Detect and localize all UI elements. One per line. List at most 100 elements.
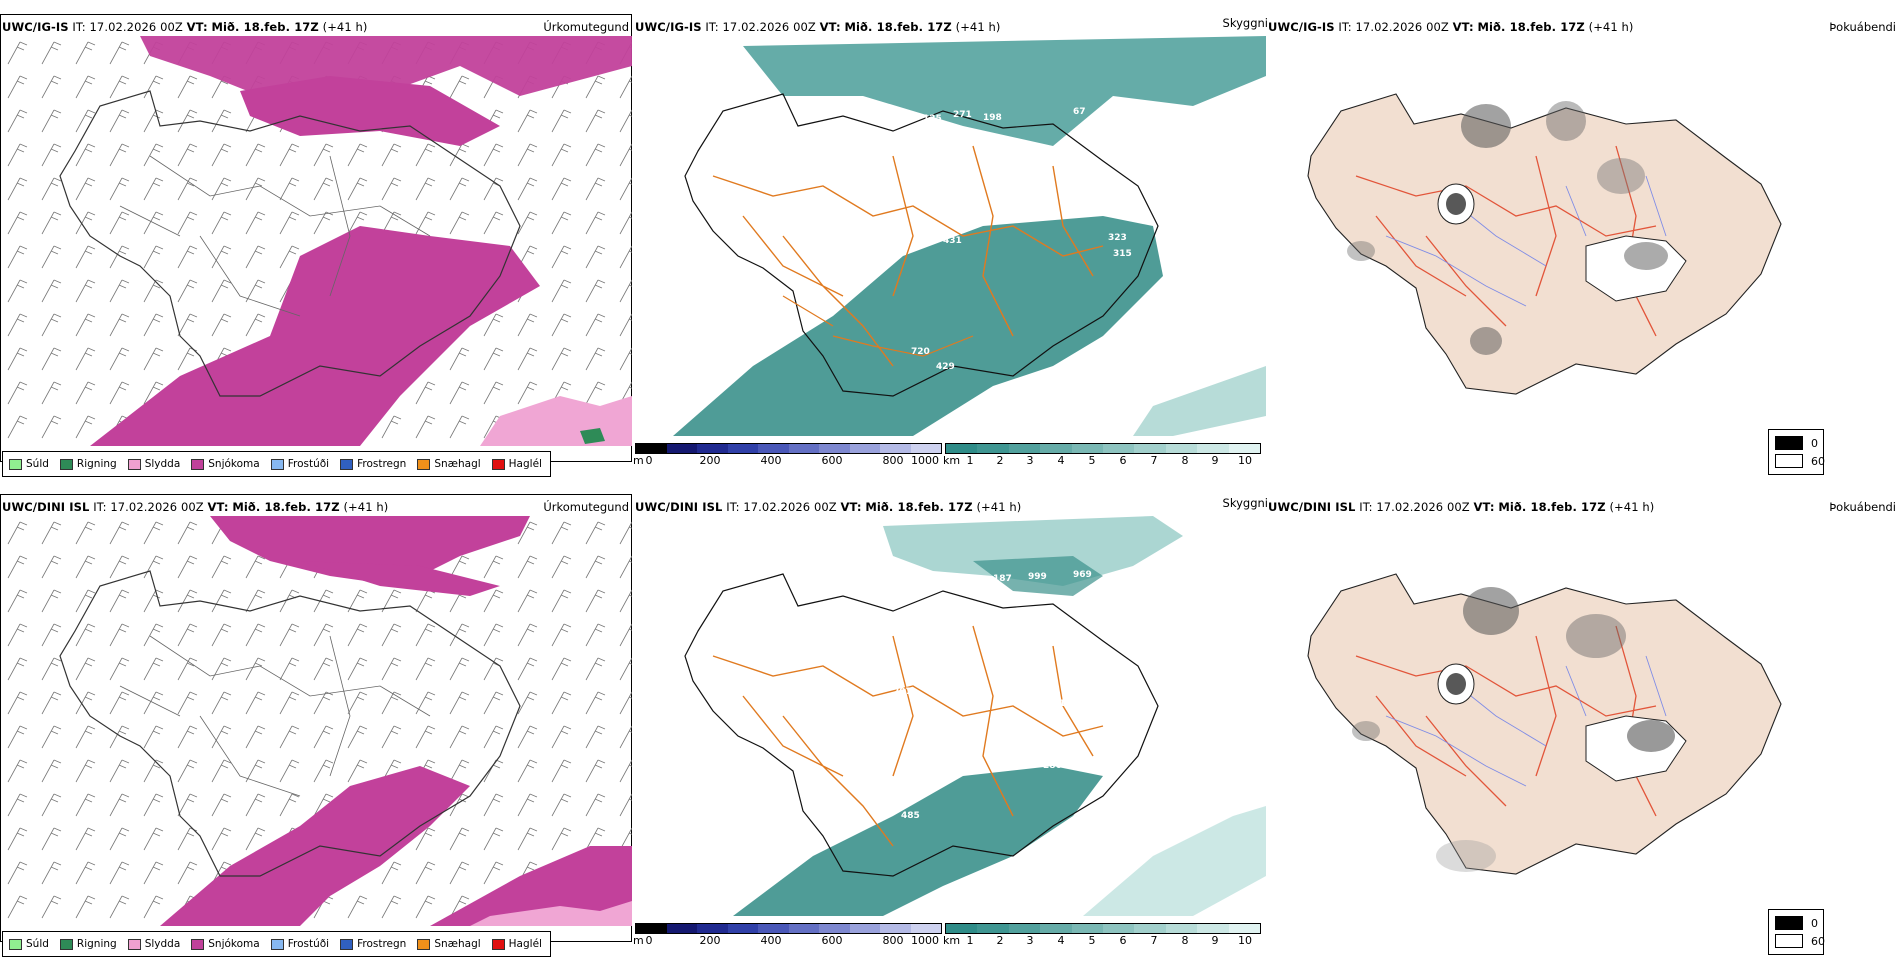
ceiling-tick: 800	[882, 934, 904, 947]
init-time: 17.02.2026 00Z	[89, 20, 183, 34]
visibility-ticks: 1 2 3 4 5 6 7 8 9 10	[945, 934, 1259, 948]
legend-swatch	[491, 458, 505, 470]
ceiling-label: 271	[953, 110, 972, 120]
legend-swatch	[9, 938, 22, 950]
legend-label: Snæhagl	[434, 458, 481, 470]
valid-time: Mið. 18.feb. 17Z	[865, 500, 973, 514]
ceiling-label: 429	[936, 362, 955, 372]
lead-time: (+41 h)	[322, 20, 368, 34]
visibility-map: 125 271 198 67 431 323 315 720 429	[673, 36, 1266, 436]
legend-item: Rigning	[59, 938, 117, 950]
panel-header: UWC/IG-IS IT: 17.02.2026 00Z VT: Mið. 18…	[2, 20, 368, 34]
precip-type-legend: Súld Rigning Slydda Snjókoma Frostúði Fr…	[2, 451, 551, 477]
model-name: UWC/DINI ISL	[635, 500, 723, 514]
legend-item: Frostúði	[270, 938, 330, 950]
legend-swatch	[417, 458, 431, 470]
init-time: 17.02.2026 00Z	[722, 20, 816, 34]
legend-item: Snjókoma	[191, 938, 260, 950]
fog-legend-row: 0	[1775, 916, 1818, 930]
valid-time: Mið. 18.feb. 17Z	[1477, 20, 1585, 34]
ceiling-label: 431	[943, 236, 962, 246]
ceiling-label: 185	[948, 689, 967, 699]
fog-legend-label: 0	[1811, 916, 1818, 930]
legend-item: Snæhagl	[417, 458, 481, 470]
legend-label: Frostregn	[357, 458, 407, 470]
legend-label: Snjókoma	[208, 938, 260, 950]
init-time: 17.02.2026 00Z	[1376, 500, 1470, 514]
vt-label: VT:	[207, 500, 229, 514]
legend-swatch	[127, 458, 141, 470]
ceiling-label: 67	[1073, 107, 1086, 117]
visibility-ticks: 1 2 3 4 5 6 7 8 9 10	[945, 454, 1259, 468]
ceiling-label: 288	[1028, 671, 1047, 681]
visibility-tick: 5	[1088, 454, 1096, 467]
fog-legend-swatch	[1775, 454, 1803, 468]
ceiling-tick: 0	[645, 934, 653, 947]
visibility-panel: UWC/DINI ISL IT: 17.02.2026 00Z VT: Mið.…	[633, 480, 1268, 955]
ceiling-tick: 200	[699, 934, 721, 947]
legend-swatch	[191, 458, 205, 470]
panel-title: Úrkomutegund	[543, 500, 629, 514]
fog-legend-label: 0	[1811, 436, 1818, 450]
legend-swatch	[417, 938, 431, 950]
ceiling-colorbar-strip	[635, 443, 942, 454]
ceiling-colorbar: m 0 200 400 600 800 1000	[633, 923, 942, 951]
precip-type-legend: Súld Rigning Slydda Snjókoma Frostúði Fr…	[2, 931, 551, 957]
panel-header: UWC/DINI ISL IT: 17.02.2026 00Z VT: Mið.…	[1268, 500, 1654, 514]
ceiling-unit: m	[633, 934, 644, 947]
ceiling-label: 999	[1028, 572, 1047, 582]
lead-time: (+41 h)	[1588, 20, 1634, 34]
ceiling-label: 198	[983, 113, 1002, 123]
model-name: UWC/DINI ISL	[1268, 500, 1356, 514]
legend-swatch	[491, 938, 505, 950]
visibility-tick: 10	[1238, 454, 1252, 467]
ceiling-tick: 0	[645, 454, 653, 467]
legend-swatch	[270, 458, 284, 470]
fog-legend-swatch	[1775, 436, 1803, 450]
visibility-unit: km	[943, 934, 961, 947]
panel-header: UWC/IG-IS IT: 17.02.2026 00Z VT: Mið. 18…	[635, 20, 1001, 34]
ceiling-ticks: 0 200 400 600 800 1000	[635, 454, 940, 468]
fog-legend: 0 60	[1768, 429, 1825, 475]
panel-title: Þokuábendi	[1829, 20, 1896, 34]
legend-label: Snjókoma	[208, 458, 260, 470]
visibility-colorbar: km 1 2 3 4 5 6 7 8 9 10	[943, 443, 1261, 471]
model-name: UWC/IG-IS	[635, 20, 702, 34]
legend-item: Súld	[9, 458, 49, 470]
ceiling-label: 207	[893, 687, 912, 697]
panel-header: UWC/DINI ISL IT: 17.02.2026 00Z VT: Mið.…	[635, 500, 1021, 514]
ceiling-colorbar: m 0 200 400 600 800 1000	[633, 443, 942, 471]
legend-swatch	[59, 458, 73, 470]
legend-label: Frostúði	[287, 938, 330, 950]
visibility-unit: km	[943, 454, 961, 467]
legend-swatch	[9, 458, 22, 470]
ceiling-label: 187	[993, 574, 1012, 584]
fog-map	[1307, 573, 1782, 875]
fog-panel: UWC/IG-IS IT: 17.02.2026 00Z VT: Mið. 18…	[1266, 0, 1900, 475]
vt-label: VT:	[1473, 500, 1495, 514]
fog-legend-label: 60	[1811, 934, 1825, 948]
legend-swatch	[270, 938, 284, 950]
legend-label: Slydda	[144, 458, 181, 470]
legend-item: Haglél	[491, 938, 542, 950]
visibility-tick: 2	[996, 454, 1004, 467]
it-label: IT:	[1338, 20, 1352, 34]
lead-time: (+41 h)	[343, 500, 389, 514]
fog-legend-swatch	[1775, 934, 1803, 948]
forecast-row-ig-is: UWC/IG-IS IT: 17.02.2026 00Z VT: Mið. 18…	[0, 0, 1900, 477]
lead-time: (+41 h)	[976, 500, 1022, 514]
fog-panel: UWC/DINI ISL IT: 17.02.2026 00Z VT: Mið.…	[1266, 480, 1900, 955]
visibility-tick: 6	[1119, 454, 1127, 467]
ceiling-label: 485	[901, 811, 920, 821]
it-label: IT:	[93, 500, 107, 514]
vt-label: VT:	[186, 20, 208, 34]
vt-label: VT:	[840, 500, 862, 514]
legend-item: Slydda	[127, 938, 181, 950]
it-label: IT:	[726, 500, 740, 514]
panel-title: Úrkomutegund	[543, 20, 629, 34]
ceiling-label: 969	[1073, 570, 1092, 580]
model-name: UWC/DINI ISL	[2, 500, 90, 514]
fog-legend-swatch	[1775, 916, 1803, 930]
panel-title: Þokuábendi	[1829, 500, 1896, 514]
legend-label: Slydda	[144, 938, 181, 950]
